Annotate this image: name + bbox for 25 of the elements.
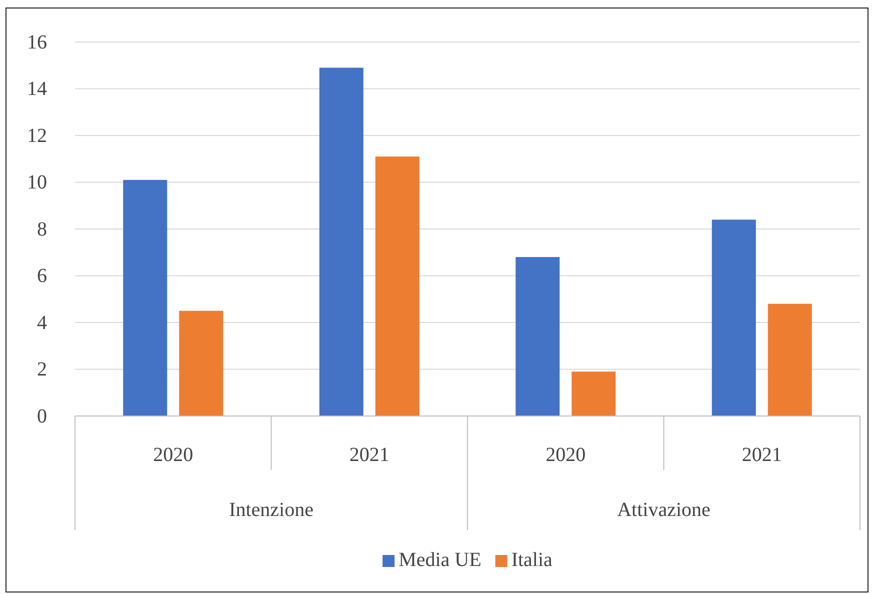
x-tick-label: 2020 — [153, 444, 194, 466]
y-tick-label: 14 — [27, 78, 47, 100]
y-tick-label: 8 — [37, 218, 47, 240]
text: Attivazione — [617, 499, 711, 521]
x-tick-label: 2021 — [742, 444, 782, 466]
bar — [179, 310, 224, 416]
y-tick-label: 16 — [27, 31, 47, 54]
y-tick-label: 12 — [27, 124, 47, 147]
y-tick-label: 4 — [37, 312, 47, 334]
bar — [123, 180, 168, 416]
bar — [572, 372, 616, 416]
y-tick-label: 0 — [37, 405, 47, 428]
bar — [516, 257, 560, 416]
legend-label: Italia — [511, 549, 553, 571]
x-tick-label: 2020 — [546, 444, 586, 466]
bar — [375, 156, 420, 416]
y-tick-label: 6 — [37, 265, 47, 288]
x-tick-label: 2021 — [349, 444, 390, 466]
text: Intenzione — [229, 499, 314, 521]
bar — [712, 220, 756, 416]
y-tick-label: 10 — [27, 172, 47, 194]
bar — [768, 304, 812, 416]
y-tick-label: 2 — [37, 358, 47, 381]
legend-label: Media UE — [398, 549, 482, 571]
bar — [319, 68, 364, 416]
